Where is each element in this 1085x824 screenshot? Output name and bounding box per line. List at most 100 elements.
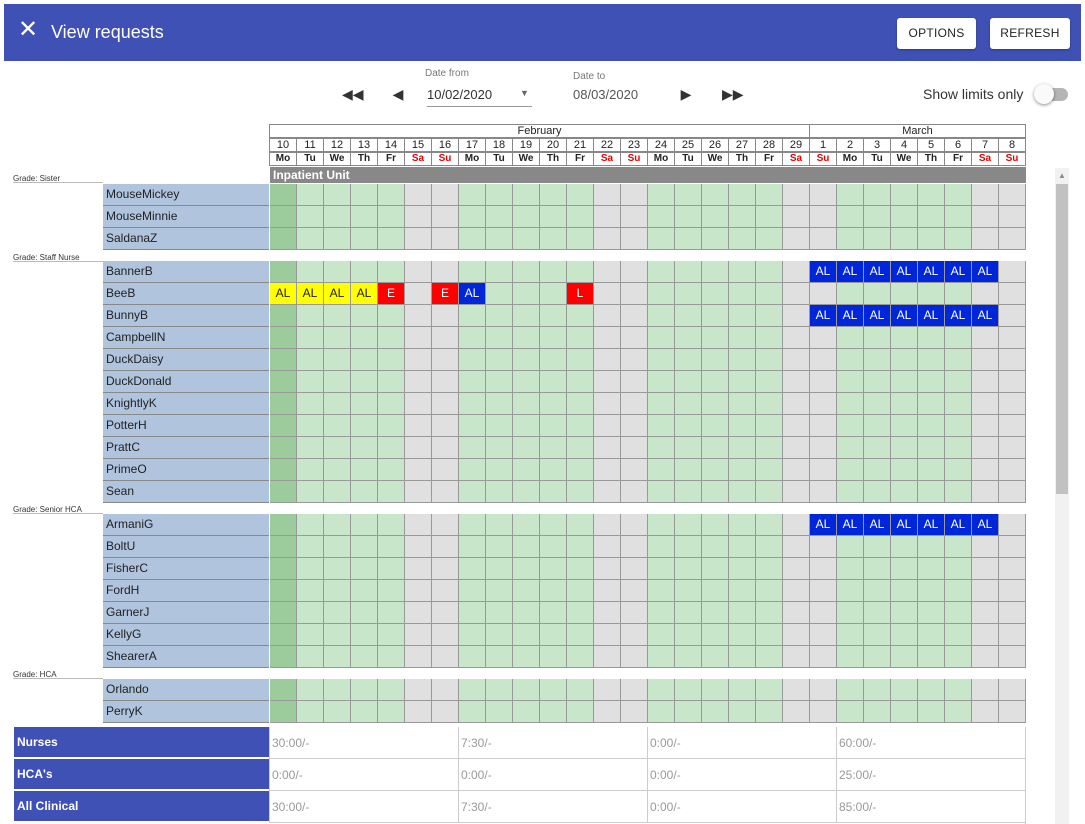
day-cell[interactable] [324,228,351,250]
day-cell[interactable] [621,646,648,668]
day-cell[interactable] [621,679,648,701]
day-cell[interactable] [567,679,594,701]
day-cell[interactable] [972,459,999,481]
day-cell[interactable] [513,536,540,558]
day-cell[interactable] [702,437,729,459]
day-cell[interactable] [675,459,702,481]
day-cell[interactable] [891,459,918,481]
day-cell[interactable] [783,283,810,305]
day-cell[interactable] [486,305,513,327]
day-cell[interactable] [432,349,459,371]
day-cell[interactable] [729,437,756,459]
day-cell[interactable] [729,481,756,503]
request-cell[interactable]: AL [324,283,351,305]
day-cell[interactable] [675,393,702,415]
request-cell[interactable]: AL [945,305,972,327]
staff-name[interactable]: BeeB [103,283,269,305]
day-cell[interactable] [648,261,675,283]
day-cell[interactable] [918,701,945,723]
day-cell[interactable] [540,481,567,503]
day-cell[interactable] [999,580,1026,602]
staff-name[interactable]: MouseMickey [103,184,269,206]
day-cell[interactable] [864,459,891,481]
day-cell[interactable] [567,393,594,415]
request-cell[interactable]: AL [297,283,324,305]
day-cell[interactable] [864,283,891,305]
day-cell[interactable] [567,646,594,668]
day-cell[interactable] [945,228,972,250]
day-cell[interactable] [621,602,648,624]
day-cell[interactable] [729,305,756,327]
day-cell[interactable] [891,415,918,437]
day-cell[interactable] [675,624,702,646]
day-cell[interactable] [486,536,513,558]
day-cell[interactable] [432,558,459,580]
day-cell[interactable] [972,679,999,701]
day-cell[interactable] [783,481,810,503]
day-cell[interactable] [297,602,324,624]
day-cell[interactable] [972,437,999,459]
day-cell[interactable] [864,371,891,393]
day-cell[interactable] [486,393,513,415]
day-cell[interactable] [405,283,432,305]
day-cell[interactable] [405,415,432,437]
day-cell[interactable] [540,679,567,701]
day-cell[interactable] [999,305,1026,327]
day-cell[interactable] [297,184,324,206]
day-cell[interactable] [459,349,486,371]
day-cell[interactable] [486,184,513,206]
day-cell[interactable] [540,580,567,602]
day-cell[interactable] [405,459,432,481]
day-cell[interactable] [270,459,297,481]
day-cell[interactable] [702,514,729,536]
day-cell[interactable] [945,415,972,437]
day-cell[interactable] [594,327,621,349]
day-cell[interactable] [459,327,486,349]
day-cell[interactable] [378,558,405,580]
day-cell[interactable] [405,305,432,327]
day-cell[interactable] [513,327,540,349]
day-cell[interactable] [297,481,324,503]
day-cell[interactable] [810,459,837,481]
day-cell[interactable] [675,184,702,206]
day-cell[interactable] [594,459,621,481]
day-cell[interactable] [567,437,594,459]
day-cell[interactable] [405,393,432,415]
day-cell[interactable] [999,261,1026,283]
day-cell[interactable] [486,349,513,371]
day-cell[interactable] [351,624,378,646]
day-cell[interactable] [459,371,486,393]
day-cell[interactable] [810,349,837,371]
day-cell[interactable] [594,679,621,701]
day-cell[interactable] [405,701,432,723]
day-cell[interactable] [513,602,540,624]
day-cell[interactable] [918,415,945,437]
request-cell[interactable]: AL [918,514,945,536]
day-cell[interactable] [783,602,810,624]
day-cell[interactable] [918,624,945,646]
day-cell[interactable] [486,415,513,437]
staff-name[interactable]: GarnerJ [103,602,269,624]
day-cell[interactable] [459,514,486,536]
day-cell[interactable] [945,393,972,415]
day-cell[interactable] [567,514,594,536]
day-cell[interactable] [432,415,459,437]
day-cell[interactable] [864,602,891,624]
day-cell[interactable] [972,481,999,503]
day-cell[interactable] [459,305,486,327]
day-cell[interactable] [702,184,729,206]
staff-name[interactable]: DuckDonald [103,371,269,393]
day-cell[interactable] [513,415,540,437]
day-cell[interactable] [783,206,810,228]
day-cell[interactable] [621,415,648,437]
day-cell[interactable] [945,602,972,624]
day-cell[interactable] [864,558,891,580]
day-cell[interactable] [594,228,621,250]
day-cell[interactable] [567,459,594,481]
day-cell[interactable] [702,558,729,580]
day-cell[interactable] [891,283,918,305]
day-cell[interactable] [351,481,378,503]
day-cell[interactable] [459,459,486,481]
day-cell[interactable] [324,327,351,349]
day-cell[interactable] [351,701,378,723]
